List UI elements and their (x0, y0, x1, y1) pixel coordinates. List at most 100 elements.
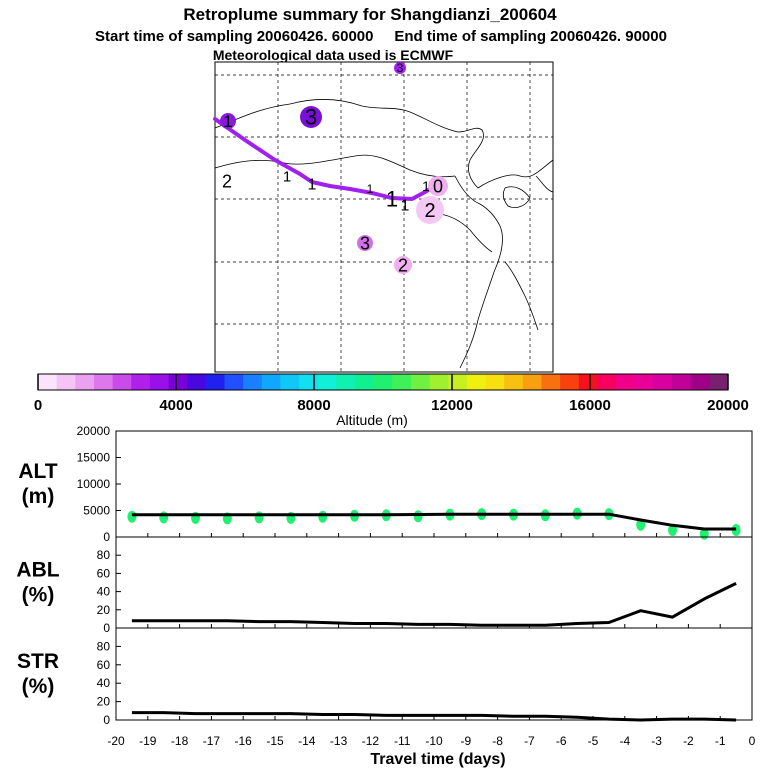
colorbar-segment (578, 374, 598, 390)
colorbar-segment (355, 374, 375, 390)
x-tick-label: -1 (715, 734, 726, 748)
colorbar-segment (504, 374, 524, 390)
colorbar-segment (429, 374, 449, 390)
colorbar-segment (75, 374, 95, 390)
panel-frame (115, 627, 753, 721)
x-tick-label: -17 (203, 734, 221, 748)
colorbar-tick-label: 16000 (569, 397, 611, 414)
colorbar-tick-label: 12000 (431, 397, 473, 414)
map-marker: 3 (300, 105, 322, 130)
retroplume-track (213, 117, 447, 201)
x-tick-label: -8 (492, 734, 503, 748)
colorbar-segment (168, 374, 188, 390)
figure-title: Retroplume summary for Shangdianzi_20060… (183, 5, 557, 24)
y-tick-label: 60 (97, 566, 111, 580)
colorbar-segment (410, 374, 431, 390)
y-tick-label: 80 (97, 548, 111, 562)
x-tick-label: -11 (394, 734, 411, 748)
map-marker-label: 1 (283, 168, 291, 185)
colorbar-segment (709, 374, 729, 390)
panel-abl: ABL(%) 0 20 40 60 80 (16, 536, 753, 635)
colorbar-segment (299, 374, 319, 390)
map-marker-disc (394, 256, 412, 274)
map-coastlines (214, 99, 554, 369)
series-line (131, 711, 737, 722)
altitude-cluster-point (318, 510, 328, 523)
colorbar-segment (392, 374, 412, 390)
time-series-panels: ALT(m)05000100001500020000ABL(%)02040608… (16, 424, 755, 768)
colorbar-segment (616, 374, 636, 390)
y-tick-label: 80 (97, 639, 111, 653)
altitude-cluster-point (127, 510, 137, 523)
altitude-cluster-point (254, 511, 264, 524)
colorbar-segment (187, 374, 207, 390)
colorbar-segment (597, 374, 617, 390)
map-marker-label: 2 (398, 255, 408, 275)
y-tick-label: 40 (97, 676, 111, 690)
colorbar-segment (466, 374, 486, 390)
panel-ylabel-unit: (m) (22, 485, 55, 508)
y-tick-label: 0 (103, 621, 110, 635)
colorbar-tick-label: 0 (34, 397, 42, 414)
map-marker: 2 (416, 196, 444, 224)
map-marker: 1 (283, 168, 291, 185)
colorbar-segment (522, 374, 542, 390)
colorbar-segment (560, 374, 580, 390)
map-marker-label: 1 (367, 182, 374, 196)
x-tick-label: -16 (235, 734, 253, 748)
x-tick-label: -3 (651, 734, 662, 748)
figure-subtitle: Start time of sampling 20060426. 60000 E… (95, 28, 667, 45)
map-marker-label: 3 (305, 105, 317, 130)
map-marker-disc (300, 106, 322, 128)
x-tick-label: -4 (619, 734, 630, 748)
x-axis-title: Travel time (days) (370, 751, 505, 768)
map-frame (214, 61, 554, 373)
map-marker: 0 (428, 176, 448, 196)
panel-ylabel-name: ALT (18, 460, 57, 483)
colorbar-segment (243, 374, 263, 390)
map-marker: 3 (394, 61, 406, 75)
colorbar-label: Altitude (m) (336, 412, 408, 428)
colorbar-segment (672, 374, 692, 390)
panel-ylabel-unit: (%) (22, 584, 55, 607)
map-marker: 1 (422, 178, 430, 194)
colorbar-segment (131, 374, 151, 390)
y-tick-label: 5000 (83, 504, 110, 518)
x-tick-label: -6 (556, 734, 567, 748)
colorbar-segment (317, 374, 337, 390)
map-marker: 3 (357, 233, 373, 253)
map-marker-label: 2 (424, 200, 435, 222)
colorbar-segment (93, 374, 113, 390)
map-marker-disc (220, 113, 236, 129)
colorbar-segment (149, 374, 169, 390)
colorbar-segment (224, 374, 244, 390)
map-marker-label: 1 (401, 198, 410, 215)
map-gridlines (215, 62, 553, 372)
y-tick-label: 20 (97, 603, 111, 617)
map-marker: 2 (394, 255, 412, 275)
map-marker: 1 (401, 198, 410, 215)
map-marker: 1 (220, 112, 236, 131)
panel-ylabel-name: STR (17, 650, 59, 673)
altitude-colorbar: 0 4000 8000 12000 16000 20000 (34, 373, 749, 414)
x-tick-label: -18 (171, 734, 189, 748)
colorbar-segment (280, 374, 300, 390)
x-tick-label: -19 (139, 734, 157, 748)
colorbar-segment (653, 374, 673, 390)
y-tick-label: 20 (97, 695, 111, 709)
map-marker-label: 3 (397, 61, 404, 75)
y-tick-label: 0 (103, 530, 110, 544)
map-marker: 2 (222, 171, 232, 191)
colorbar-segment (205, 374, 225, 390)
x-tick-label: -15 (266, 734, 284, 748)
x-tick-label: -12 (362, 734, 380, 748)
map-marker-label: 2 (222, 171, 232, 191)
colorbar-segment (690, 374, 710, 390)
y-tick-label: 0 (103, 713, 110, 727)
x-tick-label: -20 (107, 734, 125, 748)
colorbar-segment (261, 374, 281, 390)
colorbar-segment (634, 374, 654, 390)
